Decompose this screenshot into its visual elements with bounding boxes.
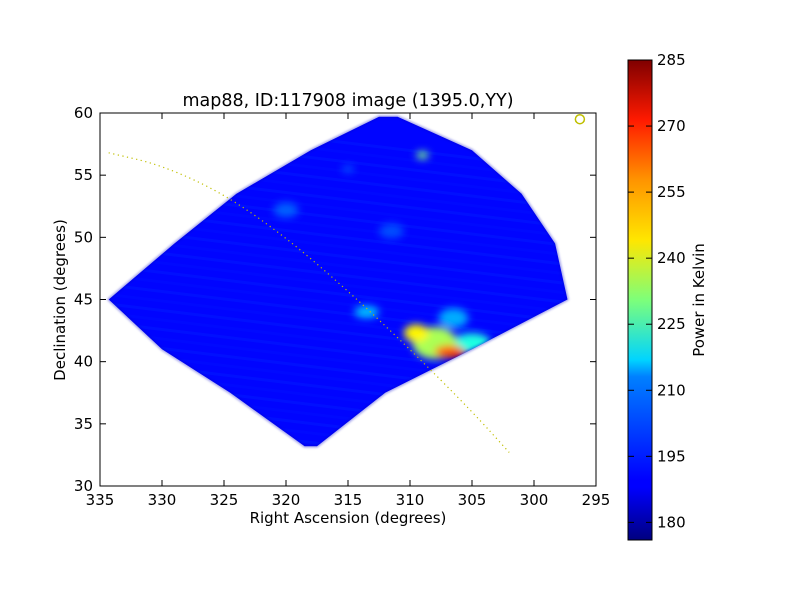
y-axis-label: Declination (degrees) xyxy=(51,219,69,381)
x-tick-label: 325 xyxy=(210,491,239,509)
colorbar-tick-label: 210 xyxy=(657,381,686,399)
scan-stripe xyxy=(108,273,568,336)
x-tick-label: 305 xyxy=(458,491,487,509)
y-tick-label: 50 xyxy=(74,228,93,246)
y-tick-label: 35 xyxy=(74,415,93,433)
coverage-outline xyxy=(107,115,569,448)
x-axis-ticks: 335 330 325 320 315 310 305 300 295 xyxy=(86,113,611,509)
y-tick-label: 60 xyxy=(74,104,93,122)
scan-stripe xyxy=(108,235,568,298)
hotspot-layer xyxy=(273,151,491,360)
colorbar-tick-label: 195 xyxy=(657,447,686,465)
y-tick-label: 55 xyxy=(74,166,93,184)
x-tick-label: 300 xyxy=(520,491,549,509)
colorbar-tick-label: 240 xyxy=(657,249,686,267)
x-axis-label: Right Ascension (degrees) xyxy=(250,509,447,527)
x-tick-label: 295 xyxy=(582,491,611,509)
x-tick-label: 310 xyxy=(396,491,425,509)
x-tick-label: 335 xyxy=(86,491,115,509)
colorbar-gradient xyxy=(627,59,653,541)
colorbar-tick-label: 285 xyxy=(657,51,686,69)
hotspot xyxy=(416,151,429,160)
x-tick-label: 320 xyxy=(272,491,301,509)
y-tick-label: 40 xyxy=(74,353,93,371)
colorbar-tick-label: 225 xyxy=(657,315,686,333)
circle-marker xyxy=(574,113,586,125)
dotted-curve-overlay xyxy=(108,152,510,453)
scan-stripe xyxy=(108,244,568,308)
y-tick-label: 30 xyxy=(74,477,93,495)
x-tick-label: 330 xyxy=(148,491,177,509)
hotspot xyxy=(341,165,355,173)
hotspot xyxy=(354,305,379,319)
colorbar-tick-label: 180 xyxy=(657,513,686,531)
scan-stripe xyxy=(108,263,568,327)
hotspot xyxy=(438,308,469,329)
hotspot xyxy=(273,202,299,218)
hotspot xyxy=(403,324,429,342)
plot-area: 335 330 325 320 315 310 305 300 295 30 35 40 45 50 55… xyxy=(74,104,611,509)
colorbar-tick-label: 255 xyxy=(657,183,686,201)
y-tick-label: 45 xyxy=(74,291,93,309)
colorbar: 180 195 210 225 240 255 270 285 Power in Kelvin xyxy=(627,51,708,541)
colorbar-ticks: 180 195 210 225 240 255 270 285 xyxy=(628,51,686,531)
scan-stripe xyxy=(108,254,568,317)
y-axis-ticks: 30 35 40 45 50 55 60 xyxy=(74,104,596,495)
chart-title: map88, ID:117908 image (1395.0,YY) xyxy=(182,91,513,111)
colorbar-tick-label: 270 xyxy=(657,117,686,135)
hotspot xyxy=(379,223,404,239)
x-tick-label: 315 xyxy=(334,491,363,509)
colorbar-label: Power in Kelvin xyxy=(690,243,708,357)
